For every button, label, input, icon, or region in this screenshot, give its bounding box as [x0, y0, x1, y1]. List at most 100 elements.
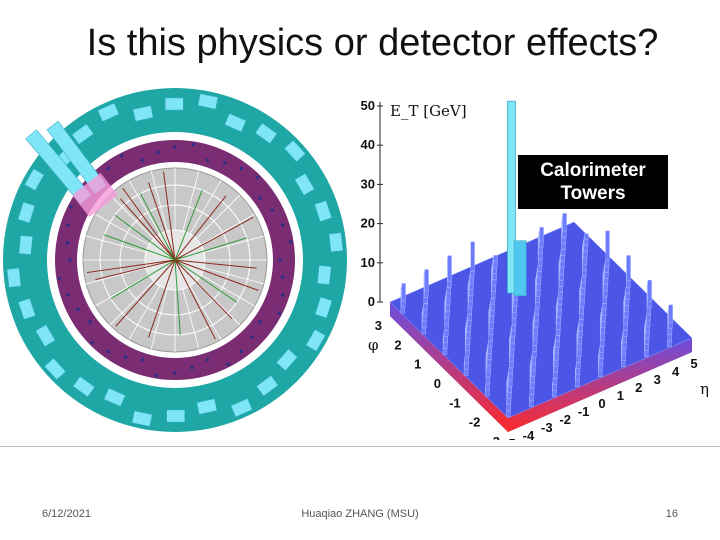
- tracker-segment: [189, 180, 222, 235]
- calorimeter-hit: [226, 362, 230, 366]
- tracker-segment: [182, 288, 200, 349]
- calorimeter-hit: [173, 371, 177, 375]
- lego-tower: [555, 335, 560, 342]
- calorimeter-hit: [205, 358, 209, 362]
- muon-chamber-block: [276, 348, 298, 371]
- lego-tower: [560, 249, 566, 256]
- tracker-segment: [182, 171, 200, 232]
- muon-chamber-block: [131, 410, 153, 427]
- particle-track: [174, 259, 181, 335]
- calorimeter-hit: [280, 223, 284, 227]
- muon-chamber-block: [224, 113, 247, 133]
- lego-tower: [490, 298, 496, 305]
- tracker-segment: [150, 171, 168, 232]
- lego-tower: [485, 384, 490, 391]
- z-tick-label: 10: [361, 255, 375, 270]
- lego-tower: [552, 378, 558, 385]
- calorimeter-hit: [281, 275, 285, 279]
- muon-chamber-block: [132, 105, 154, 122]
- particle-track: [174, 189, 203, 261]
- particle-track: [163, 171, 176, 261]
- lego-tower: [602, 303, 607, 310]
- lego-tower: [511, 324, 516, 332]
- muon-chamber-block: [284, 139, 306, 163]
- lego-tower: [626, 255, 631, 282]
- lego-tower: [493, 255, 498, 262]
- tracker-segment: [150, 288, 168, 349]
- eta-tick-label: 0: [598, 396, 605, 411]
- calorimeter-towers-label: Calorimeter Towers: [518, 155, 668, 209]
- calorimeter-hit: [289, 240, 293, 244]
- muon-chamber-block: [18, 235, 33, 255]
- particle-track: [119, 198, 176, 261]
- z-tick-label: 30: [361, 176, 375, 191]
- particle-track: [174, 195, 227, 261]
- jet-energy-deposit: [72, 172, 118, 218]
- tracker-segment: [200, 274, 255, 307]
- lego-tower: [529, 394, 534, 401]
- calorimeter-hit: [278, 258, 282, 262]
- lego-tower: [488, 341, 493, 348]
- tracker-segment: [109, 280, 155, 326]
- muon-chamber-block: [230, 398, 253, 418]
- calorimeter-hit: [190, 366, 194, 370]
- lego-tower: [668, 304, 673, 323]
- particle-track: [174, 259, 257, 269]
- eta-tick-label: 1: [617, 388, 624, 403]
- lego-tower: [508, 367, 514, 375]
- lego-tower: [622, 330, 628, 337]
- lego-tower: [558, 292, 563, 299]
- muon-chamber-block: [314, 296, 333, 319]
- muon-chamber-block: [103, 387, 126, 407]
- particle-track: [95, 259, 176, 281]
- lego-tower: [539, 227, 544, 242]
- muon-chamber-block: [197, 93, 219, 110]
- phi-tick-label: 2: [394, 337, 401, 352]
- calorimeter-hit: [277, 311, 281, 315]
- tracker-segment: [189, 285, 222, 340]
- particle-track: [139, 193, 176, 261]
- muon-chamber-block: [35, 324, 56, 347]
- particle-track: [174, 237, 247, 261]
- lego-tower: [464, 357, 469, 364]
- calorimeter-hit: [280, 293, 284, 297]
- muon-chamber-block: [256, 375, 279, 397]
- tracker-segment: [95, 274, 150, 307]
- lego-tower: [534, 308, 540, 315]
- lego-tower: [424, 269, 429, 292]
- lego-tower: [446, 287, 451, 294]
- calorimeter-hit: [66, 223, 70, 227]
- calorimeter-hit: [191, 142, 195, 146]
- z-axis-label: E_T [GeV]: [390, 102, 467, 120]
- tracker-segment: [195, 280, 241, 326]
- phi-tick-label: 1: [414, 357, 421, 372]
- tracker-segment: [95, 213, 150, 246]
- lego-spike-tower: [507, 100, 516, 294]
- eta-tick-label: -2: [559, 412, 571, 427]
- calorimeter-hit: [68, 258, 72, 262]
- eta-tick-label: 3: [654, 372, 661, 387]
- slide-title: Is this physics or detector effects?: [86, 22, 659, 64]
- particle-track: [174, 259, 238, 303]
- lego-tower: [443, 330, 449, 337]
- lego-tower: [401, 283, 406, 302]
- calorimeter-hit: [173, 145, 177, 149]
- lego-tower: [506, 410, 511, 418]
- tracker-segment: [203, 235, 264, 253]
- calorimeter-hit: [155, 374, 159, 378]
- muon-chamber-block: [166, 409, 186, 423]
- calorimeter-hit: [69, 205, 73, 209]
- particle-track: [174, 259, 216, 340]
- tracker-segment: [86, 267, 147, 285]
- footer-page-number: 16: [665, 508, 678, 520]
- calorimeter-hit: [107, 349, 111, 353]
- lego-tower: [562, 213, 567, 232]
- lego-tower: [532, 351, 537, 358]
- muon-chamber-block: [196, 398, 218, 415]
- calorimeter-label-line-2: Towers: [560, 183, 626, 204]
- lego-tower: [604, 260, 610, 267]
- tracker-segment: [109, 194, 155, 240]
- lego-tower: [581, 276, 586, 283]
- lego-tower: [467, 314, 472, 321]
- calorimeter-hit: [65, 241, 69, 245]
